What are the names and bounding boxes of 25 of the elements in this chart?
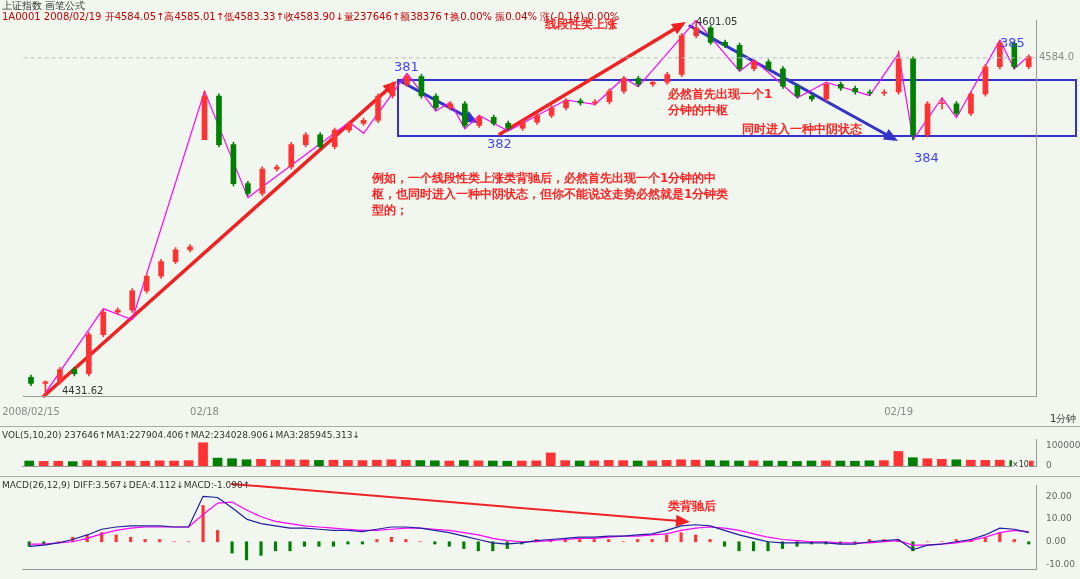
x-tick-label: 2008/02/15: [2, 405, 60, 417]
y-tick-label: 0: [1046, 460, 1052, 471]
annotation: 同时进入一种中阴状态: [742, 121, 862, 138]
annotation: 381: [394, 58, 419, 76]
y-tick-label: -10.00: [1046, 558, 1076, 569]
annotation: 384: [914, 148, 939, 167]
annotation: MACD(26,12,9) DIFF:3.567↓DEA:4.112↓MACD:-1.090↑: [2, 479, 251, 492]
y-tick-label: 100000: [1046, 439, 1080, 450]
x-tick-label: 02/18: [190, 405, 219, 417]
y-tick-label: 0.00: [1046, 536, 1067, 547]
annotation: 4601.05: [696, 15, 738, 29]
annotation: 必然首先出现一个1分钟的中枢: [668, 86, 774, 119]
annotation: VOL(5,10,20) 237646↑MA1:227904.406↑MA2:234028.906↓MA3:285945.313↓: [2, 429, 361, 442]
text: 1分钟: [1050, 412, 1077, 426]
x-tick-label: 02/19: [884, 405, 914, 417]
y-tick-label: 10.00: [1046, 513, 1073, 524]
y-tick-label: 20.00: [1046, 490, 1073, 501]
annotation: 类背驰后: [668, 498, 716, 515]
ref-line-label: 4584.0: [1039, 51, 1074, 63]
annotation: 385: [1000, 34, 1025, 52]
annotation: 例如，一个线段性类上涨类背驰后，必然首先出现一个1分钟的中枢，也同时进入一种中阴状态，但你不能说这走势必然就是1分钟类型的；: [372, 170, 730, 219]
annotation: ×10: [1012, 460, 1029, 471]
annotation: 4431.62: [62, 384, 104, 398]
annotation: 382: [487, 135, 512, 153]
chart-title: 上证指数 画笔公式: [2, 0, 86, 12]
